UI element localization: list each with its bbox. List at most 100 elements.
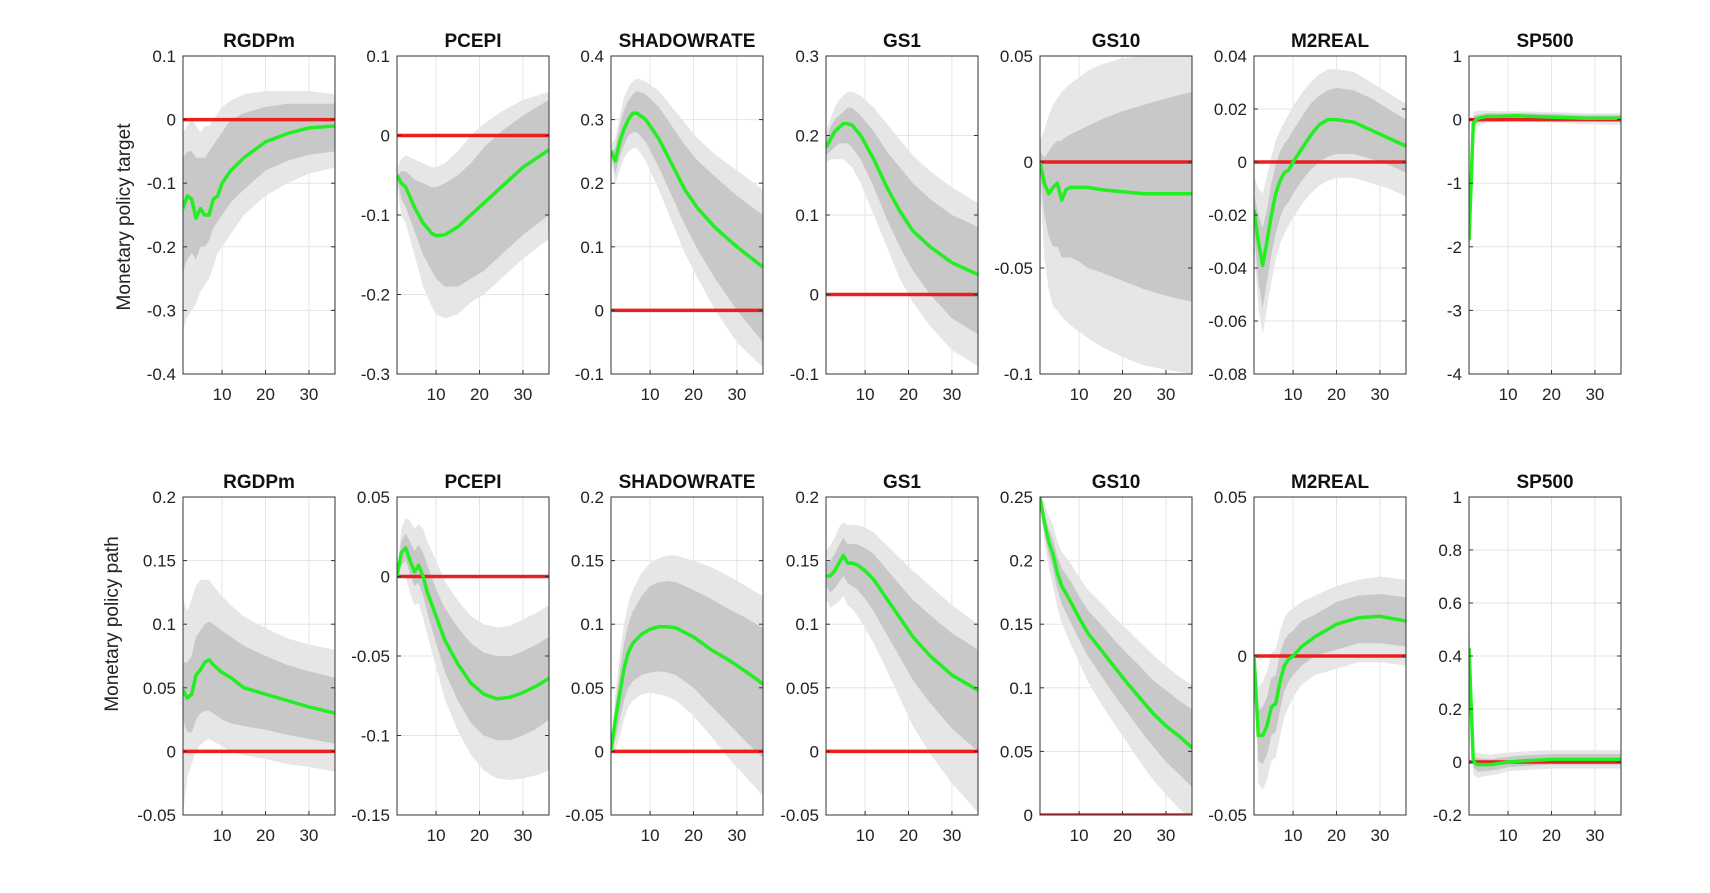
panel-title: SP500 — [1516, 472, 1573, 493]
irf-panel-shadowrate-row2: -0.05 0 0.05 0.1 0.15 0.2 10 20 30 SHADOWRATE — [565, 472, 764, 845]
y-tick-label: 0.05 — [1000, 47, 1033, 66]
axes-frame — [1039, 496, 1193, 816]
x-tick-label: 10 — [856, 385, 875, 404]
median-response-line — [1040, 497, 1192, 749]
y-tick-label: -0.05 — [1208, 806, 1247, 825]
x-tick-label: 20 — [899, 385, 918, 404]
row-label-target: Monetary policy target — [114, 123, 135, 311]
x-tick-label: 20 — [1542, 385, 1561, 404]
plot-area — [397, 91, 549, 319]
x-tick-label: 30 — [1156, 385, 1175, 404]
y-tick-label: 0.4 — [580, 47, 604, 66]
y-tick-label: -0.05 — [137, 806, 176, 825]
y-tick-label: 0.15 — [786, 552, 819, 571]
x-tick-label: 30 — [1370, 385, 1389, 404]
inner-credible-band — [1040, 92, 1192, 302]
inner-credible-band — [397, 533, 549, 741]
panel-title: GS10 — [1092, 31, 1141, 52]
y-tick-label: 0 — [810, 286, 819, 305]
panel-grid: -0.4-0.3-0.2-0.100.110 20 30RGDPm-0.3-0.2-… — [137, 31, 1622, 845]
panel-title: RGDPm — [223, 472, 295, 493]
y-tick-label: 0.04 — [1214, 47, 1247, 66]
y-tick-label: -4 — [1447, 365, 1462, 384]
plot-area — [397, 517, 549, 780]
y-tick-label: 0.1 — [580, 615, 604, 634]
panel-title: M2REAL — [1291, 472, 1370, 493]
y-tick-label: 0 — [595, 301, 604, 320]
plot-area — [183, 579, 335, 815]
x-tick-label: 10 — [1284, 385, 1303, 404]
y-tick-label: 0.15 — [571, 552, 604, 571]
x-tick-label: 20 — [256, 385, 275, 404]
x-tick-label: 30 — [727, 826, 746, 845]
inner-credible-band — [611, 91, 763, 343]
irf-panel-shadowrate-row1: -0.1 0 0.1 0.2 0.3 0.4 10 20 30 SHADOWRATE — [575, 31, 764, 404]
x-tick-label: 20 — [470, 385, 489, 404]
y-tick-label: -0.05 — [565, 806, 604, 825]
axes-frame — [610, 55, 764, 375]
grid-lines — [1469, 55, 1621, 375]
plot-area — [826, 522, 978, 813]
y-tick-label: 0 — [167, 111, 176, 130]
x-tick-label: 30 — [513, 385, 532, 404]
y-tick-label: -0.06 — [1208, 312, 1247, 331]
plot-area — [611, 555, 763, 796]
y-tick-label: -2 — [1447, 238, 1462, 257]
x-tick-label: 20 — [1327, 385, 1346, 404]
panel-title: M2REAL — [1291, 31, 1370, 52]
plot-area — [611, 78, 763, 368]
y-tick-label: 0 — [1024, 806, 1033, 825]
y-tick-label: -0.08 — [1208, 365, 1247, 384]
plot-area — [1254, 576, 1406, 790]
y-tick-label: 1 — [1453, 47, 1462, 66]
x-tick-label: 30 — [1585, 385, 1604, 404]
inner-credible-band — [183, 103, 335, 273]
inner-credible-band — [183, 621, 335, 744]
y-tick-label: 0.05 — [143, 679, 176, 698]
x-tick-label: 30 — [1585, 826, 1604, 845]
irf-panel-rgdpm-row1: -0.4 -0.3 -0.2 -0.1 0 0.1 10 20 30 RGDPm — [147, 31, 336, 404]
y-tick-label: -0.05 — [780, 806, 819, 825]
y-tick-label: 0 — [810, 742, 819, 761]
y-tick-label: 0.25 — [1000, 488, 1033, 507]
y-tick-label: 0.1 — [1009, 679, 1033, 698]
median-response-line — [1254, 614, 1406, 738]
plot-area — [1040, 56, 1192, 374]
y-tick-label: 0 — [1024, 153, 1033, 172]
panel-title: PCEPI — [444, 472, 501, 493]
panel-title: PCEPI — [444, 31, 501, 52]
y-tick-label: 0.15 — [143, 552, 176, 571]
panel-title: GS1 — [883, 472, 921, 493]
median-response-line — [826, 121, 978, 277]
x-tick-label: 20 — [256, 826, 275, 845]
y-tick-label: 0.1 — [152, 615, 176, 634]
inner-credible-band — [826, 537, 978, 752]
y-tick-label: 0.1 — [366, 47, 390, 66]
y-tick-label: 0.1 — [152, 47, 176, 66]
irf-panel-m2real-row2: -0.05 0 0.05 10 20 30 M2REAL — [1208, 472, 1407, 845]
y-tick-label: 0 — [381, 127, 390, 146]
axes-frame — [610, 496, 764, 816]
y-tick-label: 0.05 — [1214, 488, 1247, 507]
irf-panel-m2real-row1: -0.08 -0.06 -0.04 -0.02 0 0.02 0.04 10 20 30 M2REA… — [1208, 31, 1407, 404]
y-tick-label: -0.02 — [1208, 206, 1247, 225]
y-tick-label: 0.8 — [1438, 541, 1462, 560]
x-tick-label: 20 — [684, 385, 703, 404]
x-tick-label: 10 — [1499, 385, 1518, 404]
y-tick-label: -0.1 — [575, 365, 604, 384]
x-tick-label: 10 — [1070, 826, 1089, 845]
irf-panel-rgdpm-row2: -0.05 0 0.05 0.1 0.15 0.2 10 20 30 RGDPm — [137, 472, 336, 845]
irf-panel-gs10-row2: 0 0.05 0.1 0.15 0.2 0.25 10 20 30 GS10 — [1000, 472, 1193, 845]
plot-area — [1254, 69, 1406, 335]
row-label-path: Monetary policy path — [102, 536, 123, 711]
inner-credible-band — [1254, 594, 1406, 765]
y-tick-label: -0.1 — [1004, 365, 1033, 384]
panel-title: SHADOWRATE — [619, 472, 756, 493]
panel-title: SHADOWRATE — [619, 31, 756, 52]
panel-title: RGDPm — [223, 31, 295, 52]
irf-panel-sp500-row1: -4 -3 -2 -1 0 1 10 20 30 SP500 — [1447, 31, 1622, 404]
x-tick-label: 10 — [1070, 385, 1089, 404]
y-tick-label: -0.05 — [994, 259, 1033, 278]
y-tick-label: 0 — [1238, 153, 1247, 172]
